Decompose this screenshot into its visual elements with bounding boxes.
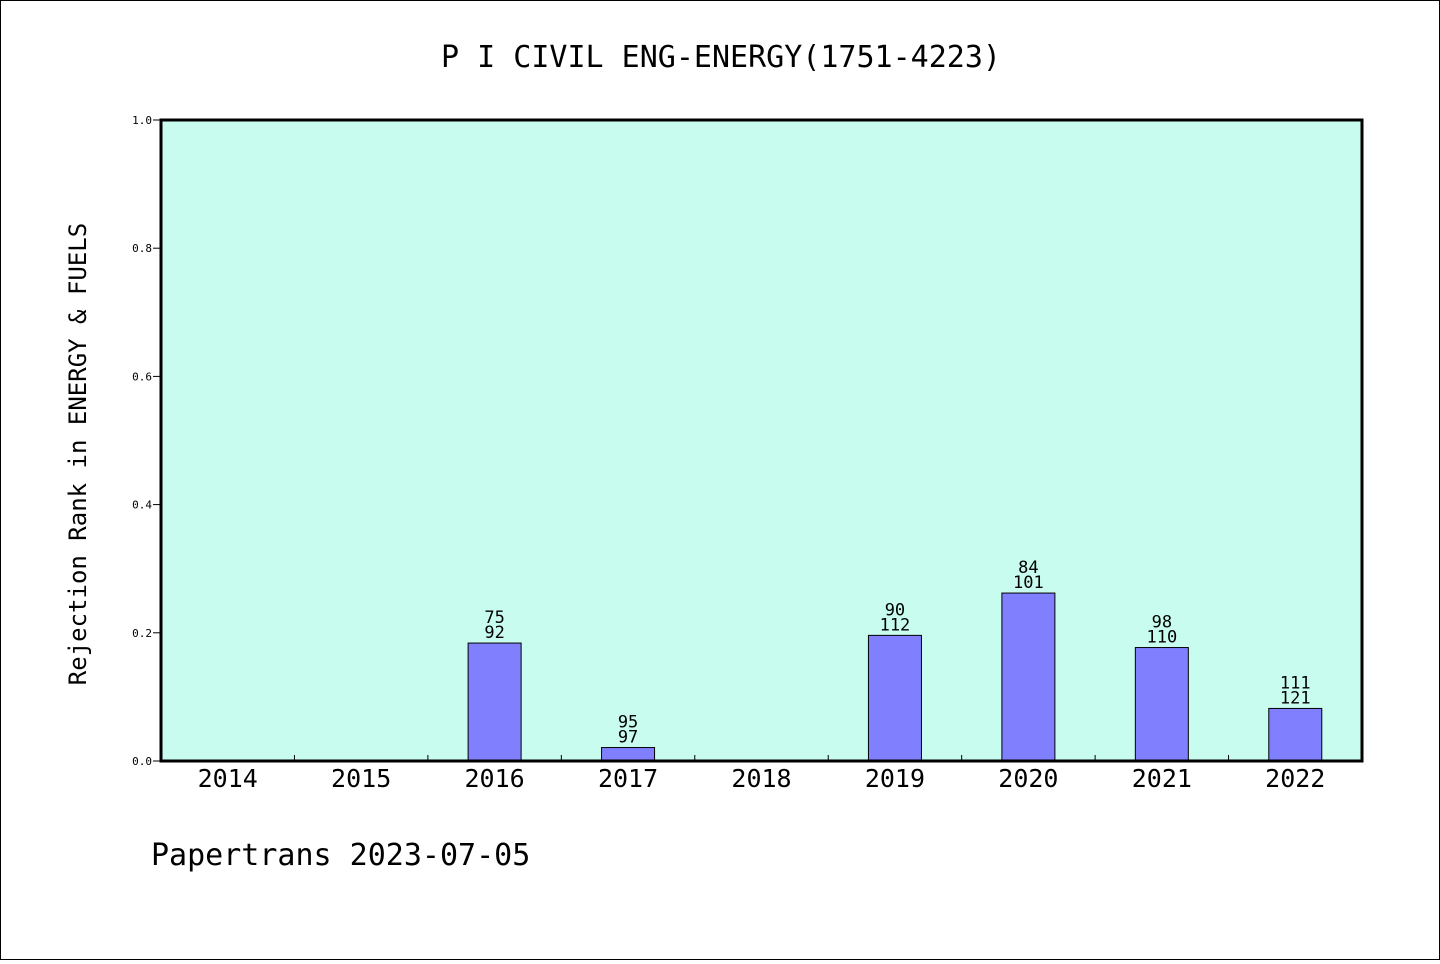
plot-border bbox=[159, 118, 1364, 763]
x-tick-label: 2015 bbox=[331, 764, 391, 793]
x-tick-label: 2020 bbox=[998, 764, 1058, 793]
x-tick-label: 2014 bbox=[198, 764, 258, 793]
x-tick-label: 2022 bbox=[1265, 764, 1325, 793]
bar-label-bottom: 101 bbox=[1013, 573, 1044, 593]
bar-label-bottom: 92 bbox=[484, 623, 504, 643]
y-tick-label: 1.0 bbox=[132, 114, 152, 127]
y-tick-label: 0.8 bbox=[132, 242, 152, 255]
bar-label-top: 84 bbox=[1018, 558, 1038, 578]
x-tick-label: 2018 bbox=[731, 764, 791, 793]
bar bbox=[601, 747, 656, 762]
bar bbox=[1001, 592, 1056, 762]
bar bbox=[1134, 647, 1189, 762]
y-tick-label: 0.2 bbox=[132, 627, 152, 640]
chart-title: P I CIVIL ENG-ENERGY(1751-4223) bbox=[441, 40, 1001, 75]
bar bbox=[467, 642, 522, 762]
bar-label-bottom: 97 bbox=[618, 728, 638, 748]
bar-label-bottom: 112 bbox=[880, 615, 911, 635]
bar-label-top: 111 bbox=[1280, 673, 1311, 693]
y-axis-label: Rejection Rank in ENERGY & FUELS bbox=[64, 223, 92, 685]
bar-label-top: 90 bbox=[885, 600, 905, 620]
x-tick-label: 2016 bbox=[465, 764, 525, 793]
x-tick-label: 2021 bbox=[1132, 764, 1192, 793]
x-tick-label: 2019 bbox=[865, 764, 925, 793]
x-axis-tick-labels: 2014 2015 2016 2017 2018 2019 2020 2021 2022 bbox=[198, 764, 1326, 793]
y-axis-ticks: 0.0 0.2 0.4 0.6 0.8 1.0 bbox=[132, 114, 161, 768]
bar-label-bottom: 121 bbox=[1280, 688, 1311, 708]
bar-label-top: 95 bbox=[618, 713, 638, 733]
footer-text: Papertrans 2023-07-05 bbox=[151, 838, 530, 873]
bar-label-top: 75 bbox=[484, 608, 504, 628]
y-tick-label: 0.6 bbox=[132, 370, 152, 383]
bar-label-bottom: 110 bbox=[1146, 628, 1177, 648]
x-tick-label: 2017 bbox=[598, 764, 658, 793]
bar bbox=[867, 634, 922, 762]
y-tick-label: 0.4 bbox=[132, 499, 152, 512]
y-tick-label: 0.0 bbox=[132, 755, 152, 768]
bar bbox=[1268, 707, 1323, 762]
bar-label-top: 98 bbox=[1152, 613, 1172, 633]
